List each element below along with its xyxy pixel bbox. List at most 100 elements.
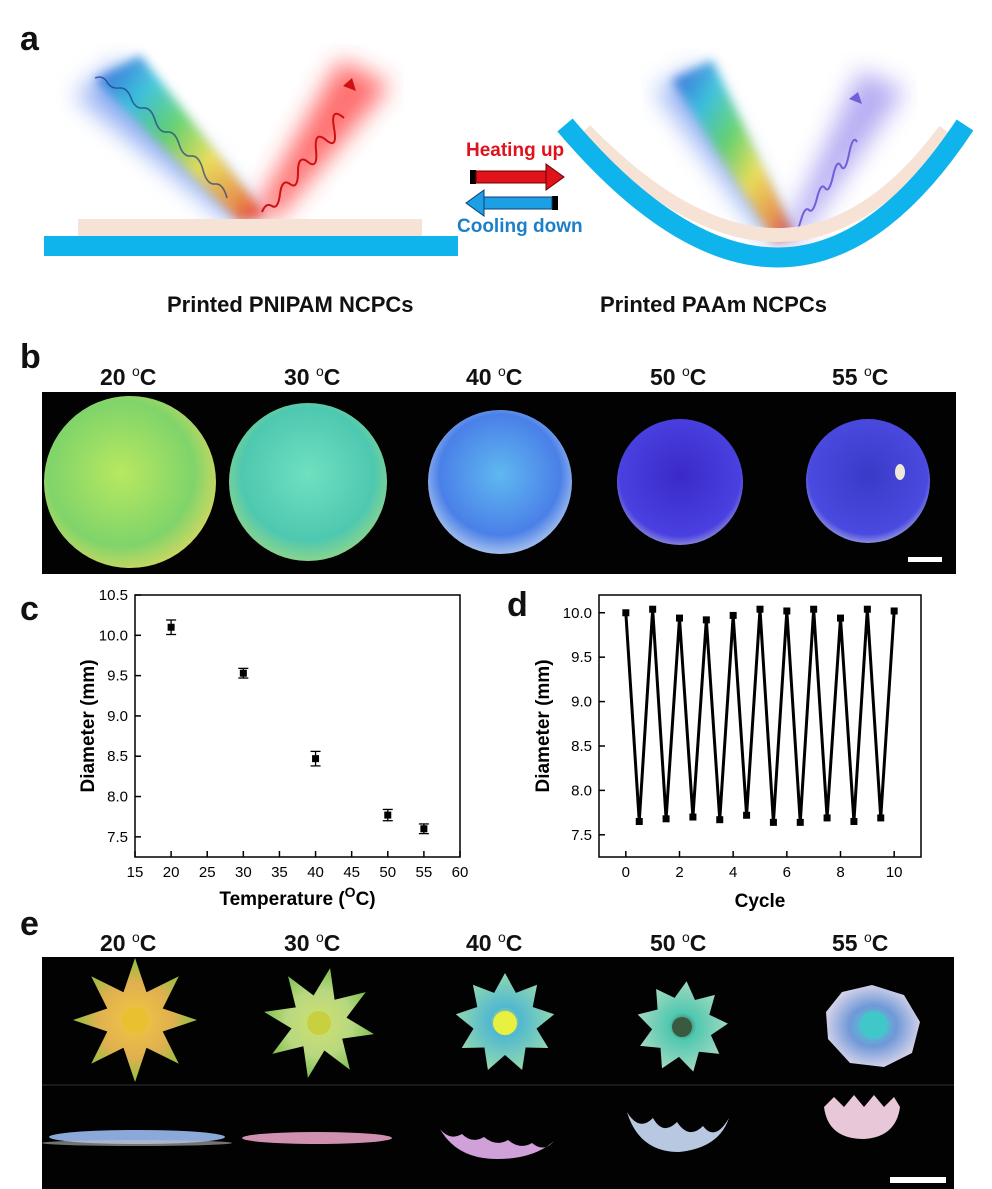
paam-layer-flat [44, 236, 458, 256]
y-tick-label: 10.0 [563, 605, 592, 622]
flower-center [860, 1011, 888, 1039]
data-point [743, 811, 751, 819]
data-point [239, 669, 247, 677]
series-line [624, 609, 896, 823]
y-tick-label: 9.0 [107, 708, 128, 725]
panel-d-label: d [507, 586, 528, 624]
data-point [890, 607, 898, 615]
temp-header-b-5: 55 oC [832, 363, 889, 390]
temp-header-b-1: 20 oC [100, 363, 157, 390]
data-point [312, 755, 320, 763]
flower-side-50C [627, 1112, 729, 1152]
temp-header-e-1: 20 oC [100, 929, 157, 956]
disc-20C [44, 396, 216, 568]
x-tick-label: 60 [452, 864, 469, 881]
temp-header-b-4: 50 oC [650, 363, 707, 390]
flower-center [122, 1007, 148, 1033]
temp-header-e-2: 30 oC [284, 929, 341, 956]
panel-e-label: e [20, 905, 39, 943]
pnipam-layer-bent [579, 125, 951, 242]
disc-55C-highlight [895, 464, 905, 480]
data-point [635, 817, 643, 825]
paam-layer-bent [557, 118, 974, 268]
data-point [167, 623, 175, 631]
reflected-wave-violet-arrowhead [849, 92, 862, 104]
data-point [850, 817, 858, 825]
cooling-arrow [465, 189, 558, 217]
panel-a-label: a [20, 20, 39, 58]
flower-side-55C [824, 1095, 900, 1139]
y-tick-label: 10.0 [99, 627, 128, 644]
y-tick-label: 7.5 [107, 829, 128, 846]
y-tick-label: 9.5 [107, 668, 128, 685]
data-point [420, 825, 428, 833]
flat-film-scene [44, 55, 458, 256]
flower-photo-strip [42, 957, 954, 1189]
x-tick-label: 25 [199, 864, 216, 881]
temp-header-e-5: 55 oC [832, 929, 889, 956]
data-point [716, 816, 724, 824]
data-point [837, 614, 844, 622]
x-tick-label: 8 [836, 864, 844, 881]
x-tick-label: 10 [886, 864, 903, 881]
x-tick-label: 20 [163, 864, 180, 881]
temp-header-b-2: 30 oC [284, 363, 341, 390]
data-point [783, 607, 791, 615]
flower-photos [42, 958, 954, 1183]
x-tick-label: 55 [416, 864, 433, 881]
x-tick-label: 50 [379, 864, 396, 881]
y-tick-label: 8.0 [107, 789, 128, 806]
x-axis-label: Cycle [735, 891, 786, 912]
data-point [796, 818, 804, 826]
pnipam-layer-flat [78, 219, 422, 236]
disc-50C [617, 419, 743, 545]
data-point [662, 815, 670, 823]
incident-beam-rainbow [95, 55, 265, 222]
disc-photo-strip [42, 392, 956, 574]
data-point [823, 814, 831, 822]
x-tick-label: 2 [675, 864, 683, 881]
heating-label: Heating up [466, 140, 565, 161]
flower-center [307, 1011, 331, 1035]
data-point [702, 616, 710, 624]
disc-40C [428, 410, 572, 554]
y-tick-label: 8.5 [571, 738, 592, 755]
y-axis-label: Diameter (mm) [533, 659, 554, 792]
x-tick-label: 45 [343, 864, 360, 881]
scale-bar-e [890, 1177, 946, 1183]
data-point [676, 614, 683, 622]
disc-photos [44, 396, 942, 568]
y-tick-label: 8.0 [571, 782, 592, 799]
reflected-beam-violet [780, 70, 905, 245]
reflected-wave-arrowhead [343, 78, 356, 91]
incident-wave [94, 76, 228, 199]
x-tick-label: 15 [127, 864, 144, 881]
plot-frame [134, 594, 461, 858]
x-tick-label: 35 [271, 864, 288, 881]
data-point [863, 605, 871, 613]
data-point [877, 814, 885, 822]
temp-header-b-3: 40 oC [466, 363, 523, 390]
disc-30C [229, 403, 387, 561]
x-tick-label: 4 [729, 864, 737, 881]
x-tick-label: 30 [235, 864, 252, 881]
x-tick-label: 6 [783, 864, 791, 881]
y-tick-label: 10.5 [99, 587, 128, 604]
disc-55C [806, 419, 930, 543]
data-point [729, 611, 737, 619]
flower-center [493, 1011, 517, 1035]
data-point [769, 818, 777, 826]
plot-frame [598, 594, 922, 858]
data-point [384, 811, 392, 819]
flower-side-30C [242, 1132, 392, 1144]
reflected-wave [261, 112, 345, 213]
y-tick-label: 8.5 [107, 748, 128, 765]
y-axis-label: Diameter (mm) [78, 659, 99, 792]
x-tick-label: 0 [622, 864, 630, 881]
panel-b-label: b [20, 338, 41, 376]
reflected-beam-red [250, 60, 390, 220]
flower-side-40C [440, 1129, 554, 1159]
incident-beam-rainbow-right [672, 60, 795, 242]
panel-a-schematic [44, 55, 974, 268]
legend-paam-text: Printed PAAm NCPCs [600, 292, 827, 317]
